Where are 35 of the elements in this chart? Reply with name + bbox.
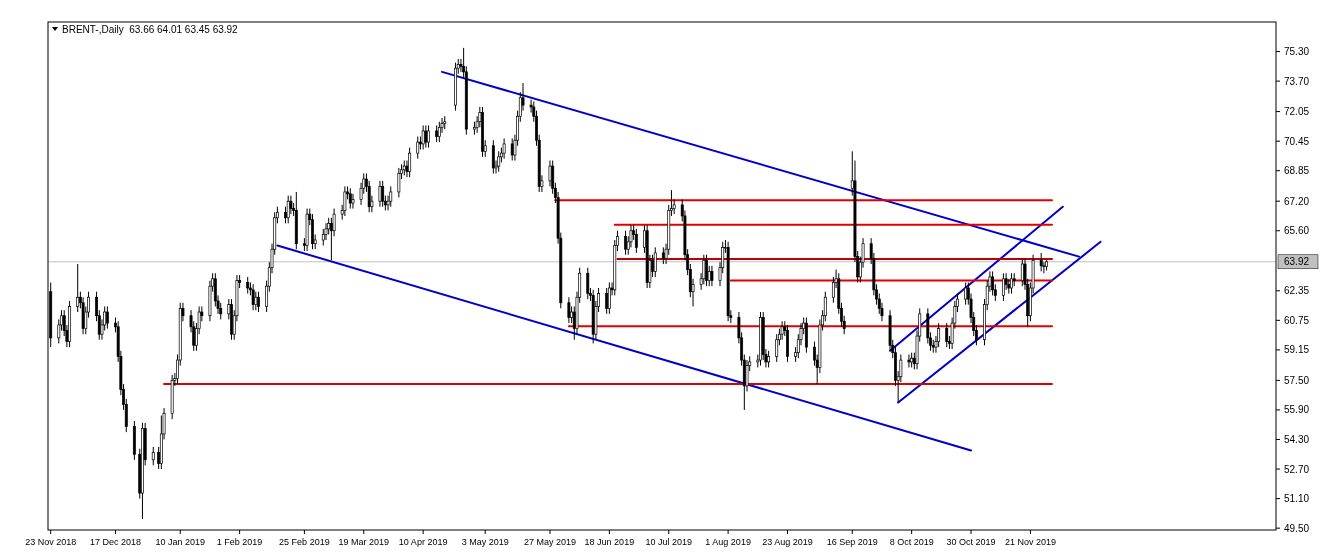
x-tick-label: 10 Jan 2019 (155, 537, 206, 547)
x-tick-label: 23 Aug 2019 (762, 537, 813, 547)
y-tick-label: 62.35 (1284, 285, 1310, 297)
y-tick-label: 52.70 (1284, 463, 1310, 475)
x-tick-label: 23 Nov 2018 (25, 537, 77, 547)
y-tick-label: 54.30 (1284, 433, 1310, 445)
x-tick-label: 21 Nov 2019 (1004, 537, 1056, 547)
y-tick-label: 59.15 (1284, 344, 1310, 356)
x-tick-label: 27 May 2019 (523, 537, 577, 547)
y-tick-label: 55.90 (1284, 404, 1310, 416)
x-tick-label: 8 Oct 2019 (889, 537, 934, 547)
y-tick-label: 70.45 (1284, 135, 1310, 147)
y-tick-label: 60.75 (1284, 314, 1310, 326)
y-tick-label: 68.85 (1284, 165, 1310, 177)
x-tick-label: 10 Apr 2019 (398, 537, 448, 547)
x-tick-label: 18 Jun 2019 (584, 537, 635, 547)
y-tick-label: 73.70 (1284, 75, 1310, 87)
x-tick-label: 25 Feb 2019 (279, 537, 330, 547)
x-tick-label: 16 Sep 2019 (826, 537, 878, 547)
chart-title: BRENT-,Daily 63.66 64.01 63.45 63.92 (62, 24, 239, 35)
y-tick-label: 75.30 (1284, 46, 1310, 58)
x-tick-label: 1 Feb 2019 (216, 537, 263, 547)
x-tick-label: 19 Mar 2019 (338, 537, 390, 547)
x-tick-label: 10 Jul 2019 (645, 537, 693, 547)
y-tick-label: 65.60 (1284, 225, 1310, 237)
x-tick-label: 30 Oct 2019 (946, 537, 996, 547)
x-tick-label: 3 May 2019 (461, 537, 509, 547)
y-tick-label: 51.10 (1284, 493, 1310, 505)
y-tick-label: 49.50 (1284, 522, 1310, 534)
ref-line-label: 63.92 (1284, 256, 1310, 268)
x-tick-label: 17 Dec 2018 (89, 537, 141, 547)
x-tick-label: 1 Aug 2019 (705, 537, 751, 547)
y-tick-label: 57.50 (1284, 374, 1310, 386)
y-tick-label: 72.05 (1284, 106, 1310, 118)
y-tick-label: 67.20 (1284, 195, 1310, 207)
